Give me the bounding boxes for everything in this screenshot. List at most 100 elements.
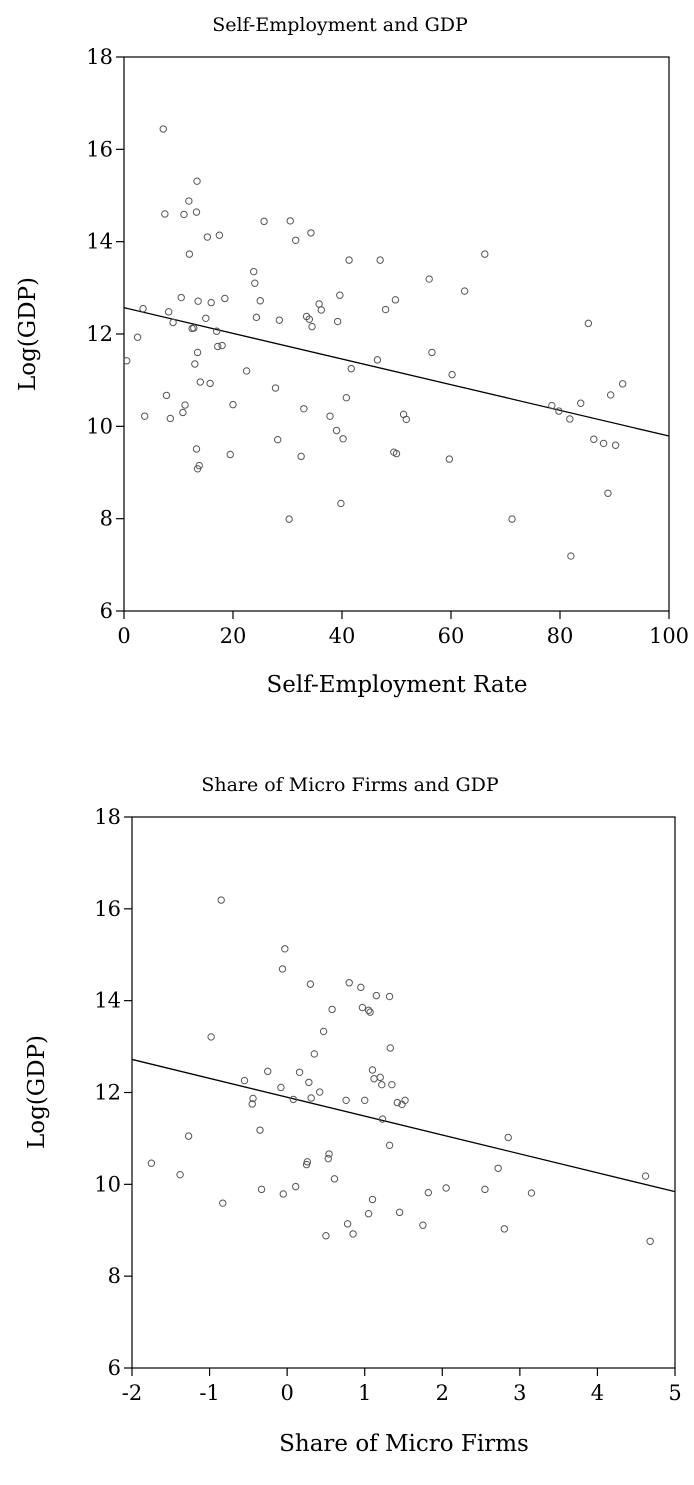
data-point bbox=[184, 1132, 193, 1140]
data-point bbox=[419, 1221, 427, 1229]
y-tick-label: 14 bbox=[86, 230, 113, 254]
y-tick-label: 10 bbox=[86, 414, 113, 438]
x-tick-label: 2 bbox=[436, 1381, 449, 1405]
y-axis-label: Log(GDP) bbox=[15, 277, 41, 391]
data-point bbox=[289, 1095, 298, 1104]
data-point bbox=[442, 1184, 450, 1192]
data-point bbox=[368, 1066, 377, 1074]
data-point bbox=[310, 1050, 318, 1058]
data-point bbox=[306, 980, 315, 988]
data-point bbox=[445, 455, 454, 463]
data-point bbox=[206, 379, 214, 388]
data-point bbox=[328, 1005, 336, 1014]
micro-firms-chart: Share of Micro Firms and GDP 68101214161… bbox=[24, 774, 682, 1457]
data-point bbox=[424, 1188, 433, 1197]
data-point bbox=[385, 1141, 394, 1150]
data-point bbox=[307, 1094, 315, 1102]
data-point bbox=[316, 1088, 324, 1096]
y-axis-label: Log(GDP) bbox=[24, 1035, 50, 1149]
data-point bbox=[641, 1172, 650, 1180]
data-point bbox=[326, 412, 334, 420]
data-point bbox=[141, 412, 149, 420]
data-point bbox=[271, 384, 280, 392]
data-point bbox=[361, 1096, 369, 1105]
y-tick-label: 8 bbox=[100, 507, 113, 531]
x-tick-label: 100 bbox=[649, 624, 689, 648]
data-point bbox=[133, 333, 142, 341]
y-axis: 6 8 10 12 14 16 18 bbox=[86, 45, 124, 623]
data-point bbox=[385, 992, 394, 1001]
data-point bbox=[185, 197, 193, 205]
data-point bbox=[249, 1094, 257, 1103]
data-point bbox=[218, 341, 226, 350]
data-point bbox=[481, 250, 489, 258]
y-tick-label: 6 bbox=[100, 599, 113, 623]
data-point bbox=[388, 1080, 396, 1089]
y-tick-label: 16 bbox=[86, 137, 113, 161]
data-point bbox=[319, 1027, 328, 1036]
fit-line bbox=[131, 1058, 676, 1193]
data-point bbox=[278, 965, 287, 973]
data-point bbox=[190, 324, 198, 332]
y-tick-label: 12 bbox=[94, 1081, 121, 1105]
fit-line bbox=[123, 307, 670, 437]
data-point bbox=[207, 298, 215, 307]
y-tick-label: 12 bbox=[86, 322, 113, 346]
data-point bbox=[248, 1100, 256, 1108]
data-point bbox=[207, 1033, 215, 1041]
data-point bbox=[214, 342, 222, 351]
plot-area bbox=[123, 56, 670, 612]
data-point bbox=[300, 405, 308, 413]
data-points bbox=[123, 125, 627, 560]
data-point bbox=[179, 408, 187, 417]
data-point bbox=[307, 229, 315, 237]
data-point bbox=[566, 415, 574, 423]
data-point bbox=[315, 300, 323, 308]
data-point bbox=[599, 439, 608, 448]
data-point bbox=[337, 499, 345, 508]
data-point bbox=[305, 1078, 313, 1087]
chart-title: Share of Micro Firms and GDP bbox=[201, 774, 499, 796]
y-axis: 6 8 10 12 14 16 18 bbox=[94, 805, 132, 1380]
data-point bbox=[370, 1075, 378, 1083]
data-point bbox=[324, 1154, 332, 1163]
data-point bbox=[193, 177, 201, 185]
data-point bbox=[226, 450, 234, 459]
data-point bbox=[342, 1096, 350, 1105]
x-tick-label: 80 bbox=[547, 624, 574, 648]
data-point bbox=[240, 1076, 249, 1085]
data-point bbox=[147, 1159, 156, 1167]
data-point bbox=[164, 308, 173, 316]
x-tick-label: 0 bbox=[117, 624, 130, 648]
y-tick-label: 18 bbox=[86, 45, 113, 69]
data-point bbox=[291, 236, 300, 244]
data-point bbox=[401, 1096, 409, 1105]
data-point bbox=[295, 1068, 304, 1076]
data-point bbox=[180, 210, 188, 219]
data-point bbox=[322, 1232, 330, 1240]
data-point bbox=[260, 217, 268, 226]
data-point bbox=[275, 316, 284, 324]
data-point bbox=[347, 364, 355, 373]
data-point bbox=[366, 1008, 374, 1016]
data-point bbox=[342, 394, 351, 402]
data-point bbox=[196, 378, 205, 386]
data-point bbox=[332, 426, 341, 435]
data-point bbox=[219, 1199, 227, 1207]
data-point bbox=[339, 435, 347, 443]
data-point bbox=[590, 435, 598, 443]
data-point bbox=[504, 1133, 512, 1142]
x-axis: 0 20 40 60 80 100 bbox=[117, 611, 689, 648]
data-point bbox=[285, 515, 293, 523]
data-point bbox=[349, 1230, 357, 1238]
data-point bbox=[345, 979, 353, 987]
data-point bbox=[364, 1210, 373, 1218]
data-point bbox=[192, 208, 201, 216]
data-point bbox=[273, 436, 282, 444]
data-point bbox=[212, 327, 221, 335]
data-point bbox=[393, 1098, 401, 1107]
data-point bbox=[303, 1158, 312, 1166]
data-point bbox=[281, 945, 289, 953]
x-tick-label: 60 bbox=[438, 624, 465, 648]
